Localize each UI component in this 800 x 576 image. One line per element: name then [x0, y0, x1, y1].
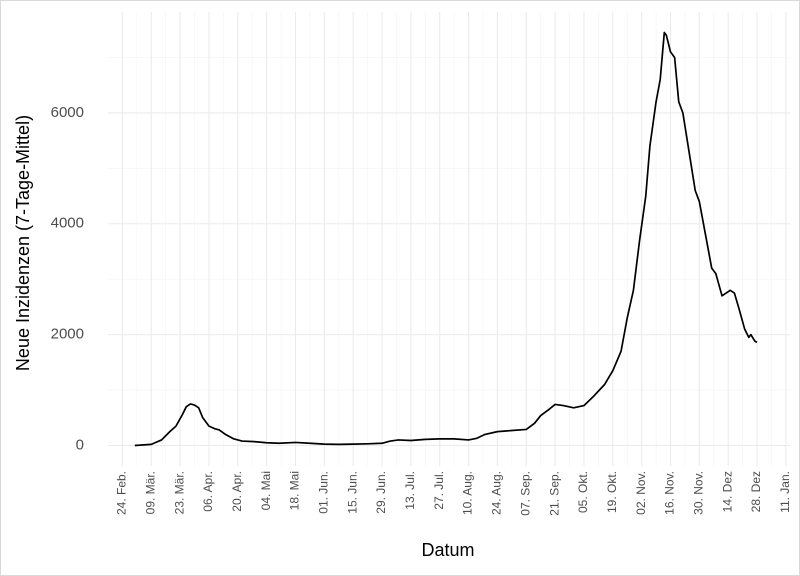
- x-tick-label: 24. Aug.: [490, 471, 504, 515]
- y-tick-label: 0: [76, 436, 84, 453]
- x-tick-label: 15. Jun.: [345, 471, 359, 514]
- x-tick-label: 14. Dez: [720, 471, 734, 512]
- x-tick-label: 19. Okt.: [605, 471, 619, 513]
- x-tick-label: 18. Mai: [288, 471, 302, 510]
- x-tick-label: 24. Feb.: [115, 471, 129, 515]
- x-tick-label: 28. Dez: [749, 471, 763, 512]
- x-tick-label: 06. Apr.: [201, 471, 215, 512]
- x-tick-label: 10. Aug.: [461, 471, 475, 515]
- x-tick-label: 20. Apr.: [230, 471, 244, 512]
- x-tick-label: 04. Mai: [259, 471, 273, 510]
- x-tick-label: 13. Jul.: [403, 471, 417, 510]
- x-tick-label: 16. Nov.: [663, 471, 677, 515]
- x-tick-label: 05. Okt.: [576, 471, 590, 513]
- y-tick-label: 6000: [51, 104, 84, 121]
- x-tick-label: 23. Mär.: [172, 471, 186, 514]
- x-axis-title: Datum: [421, 540, 474, 560]
- x-tick-label: 09. Mär.: [143, 471, 157, 514]
- y-tick-label: 4000: [51, 215, 84, 232]
- x-tick-label: 29. Jun.: [374, 471, 388, 514]
- x-tick-label: 27. Jul.: [432, 471, 446, 510]
- x-tick-label: 21. Sep.: [547, 471, 561, 516]
- y-axis-title: Neue Inzidenzen (7-Tage-Mittel): [13, 115, 33, 371]
- x-tick-label: 11. Jan.: [778, 471, 792, 513]
- y-tick-label: 2000: [51, 326, 84, 343]
- x-tick-label: 02. Nov.: [634, 471, 648, 515]
- x-tick-label: 30. Nov.: [692, 471, 706, 515]
- x-tick-label: 01. Jun.: [317, 471, 331, 514]
- x-tick-label: 07. Sep.: [518, 471, 532, 516]
- line: [134, 31, 758, 447]
